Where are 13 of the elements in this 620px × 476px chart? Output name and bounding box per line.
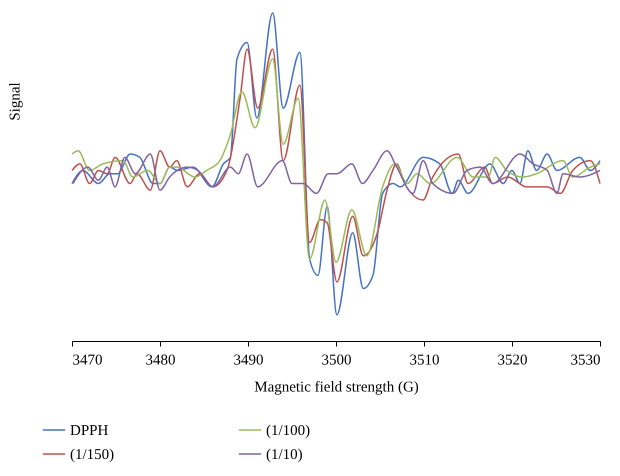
x-tick-label: 3530	[570, 352, 600, 368]
legend-label: (1/100)	[266, 423, 310, 439]
x-tick-label: 3500	[322, 352, 352, 368]
legend-label: (1/10)	[266, 447, 303, 463]
legend-label: DPPH	[70, 423, 109, 439]
x-tick-label: 3480	[146, 352, 176, 368]
x-tick-label: 3520	[498, 352, 528, 368]
x-axis-title: Magnetic field strength (G)	[254, 380, 419, 396]
x-tick-label: 3470	[72, 352, 102, 368]
y-axis-title: Signal	[8, 82, 24, 121]
x-tick-label: 3490	[234, 352, 264, 368]
x-tick-label: 3510	[410, 352, 440, 368]
legend-label: (1/150)	[70, 447, 114, 463]
